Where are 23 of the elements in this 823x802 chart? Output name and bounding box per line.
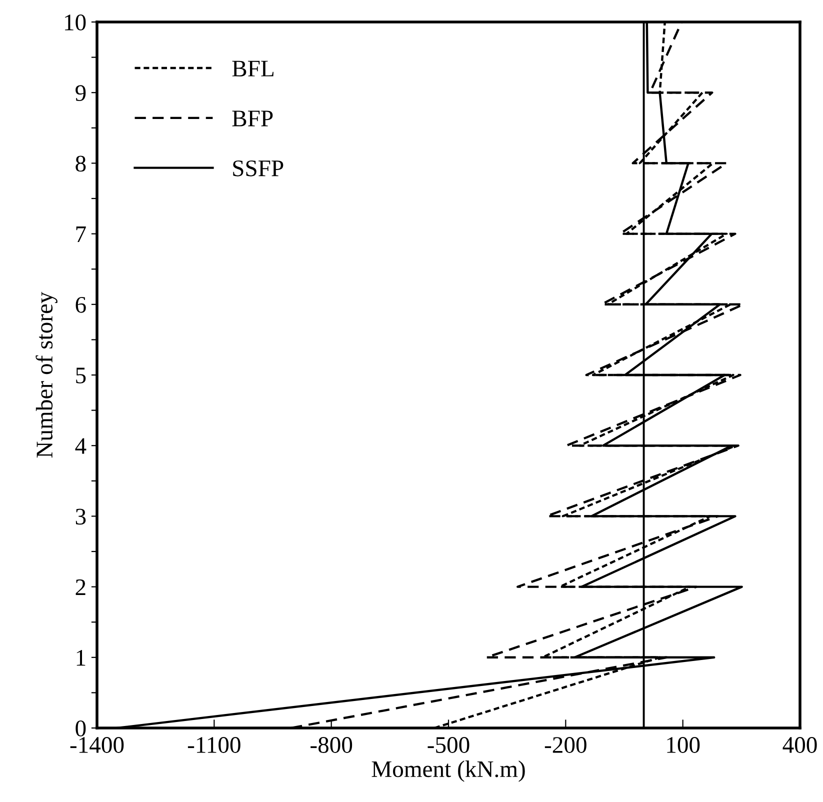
y-tick-label: 7 bbox=[76, 226, 86, 242]
legend-label: BFP bbox=[232, 110, 273, 126]
legend-label: BFL bbox=[232, 60, 274, 76]
y-tick-label: 2 bbox=[76, 579, 86, 595]
x-tick-label: -1400 bbox=[70, 737, 124, 753]
y-tick-label: 5 bbox=[76, 368, 86, 384]
x-axis-title: Moment (kN.m) bbox=[372, 760, 525, 782]
y-tick-label: 0 bbox=[76, 720, 86, 736]
legend-label: SSFP bbox=[233, 160, 284, 176]
x-tick-label: -500 bbox=[428, 737, 470, 753]
x-tick-label: -200 bbox=[544, 737, 586, 753]
y-tick-label: 1 bbox=[76, 650, 86, 666]
y-tick-label: 3 bbox=[76, 508, 86, 525]
x-tick-label: -1100 bbox=[188, 737, 240, 753]
x-tick-label: -800 bbox=[310, 737, 352, 753]
y-tick-label: 10 bbox=[65, 14, 86, 30]
x-tick-label: 100 bbox=[667, 737, 700, 753]
x-tick-label: 400 bbox=[782, 737, 817, 753]
y-tick-label: 9 bbox=[76, 85, 86, 102]
y-axis-title: Number of storey bbox=[36, 292, 58, 458]
y-tick-label: 4 bbox=[75, 438, 86, 454]
y-tick-label: 6 bbox=[76, 296, 86, 313]
y-tick-label: 8 bbox=[76, 156, 86, 172]
